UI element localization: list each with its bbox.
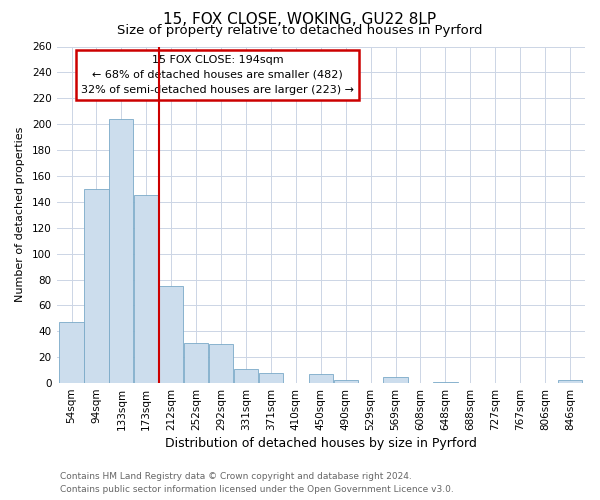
Y-axis label: Number of detached properties: Number of detached properties xyxy=(15,127,25,302)
X-axis label: Distribution of detached houses by size in Pyrford: Distribution of detached houses by size … xyxy=(165,437,477,450)
Bar xyxy=(308,374,333,383)
Bar xyxy=(334,380,358,383)
Bar xyxy=(234,369,258,383)
Bar xyxy=(259,372,283,383)
Text: Size of property relative to detached houses in Pyrford: Size of property relative to detached ho… xyxy=(117,24,483,37)
Bar xyxy=(558,380,582,383)
Text: 15 FOX CLOSE: 194sqm
← 68% of detached houses are smaller (482)
32% of semi-deta: 15 FOX CLOSE: 194sqm ← 68% of detached h… xyxy=(81,55,354,94)
Text: 15, FOX CLOSE, WOKING, GU22 8LP: 15, FOX CLOSE, WOKING, GU22 8LP xyxy=(163,12,437,28)
Bar xyxy=(184,343,208,383)
Text: Contains HM Land Registry data © Crown copyright and database right 2024.
Contai: Contains HM Land Registry data © Crown c… xyxy=(60,472,454,494)
Bar xyxy=(109,119,133,383)
Bar xyxy=(383,376,407,383)
Bar xyxy=(59,322,83,383)
Bar xyxy=(209,344,233,383)
Bar xyxy=(85,189,109,383)
Bar xyxy=(433,382,458,383)
Bar xyxy=(159,286,184,383)
Bar xyxy=(134,196,158,383)
